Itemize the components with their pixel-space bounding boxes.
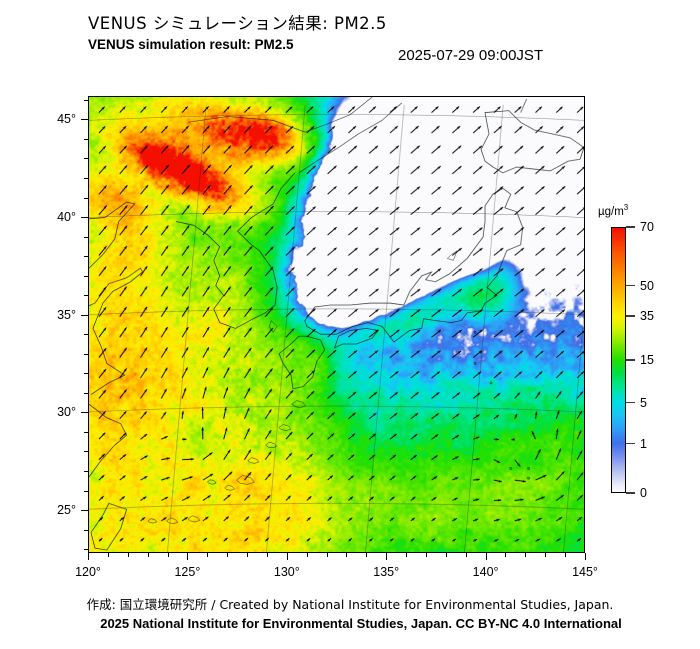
x-axis-major-tick	[286, 553, 288, 560]
y-axis-major-tick	[81, 510, 88, 512]
x-axis-minor-tick	[346, 553, 348, 557]
x-axis-minor-tick	[505, 553, 507, 557]
x-axis-major-tick	[386, 553, 388, 560]
colorbar-label-15: 15	[640, 353, 654, 367]
colorbar-tick-5	[626, 401, 635, 404]
x-axis-label-135: 135°	[373, 565, 400, 579]
y-axis-minor-tick	[84, 178, 88, 180]
x-axis-label-145: 145°	[572, 565, 598, 579]
colorbar-gradient	[611, 227, 626, 493]
x-axis-minor-tick	[565, 553, 567, 557]
credit-line-japanese: 作成: 国立環境研究所 / Created by National Instit…	[86, 597, 614, 612]
footer: 作成: 国立環境研究所 / Created by National Instit…	[0, 596, 700, 633]
colorbar-unit-exponent: 3	[623, 203, 629, 212]
y-axis-minor-tick	[84, 158, 88, 160]
x-axis-major-tick	[88, 553, 89, 560]
colorbar-label-0: 0	[640, 486, 647, 500]
colorbar-label-1: 1	[640, 436, 647, 451]
y-axis-minor-tick	[84, 275, 88, 277]
colorbar-tick-50	[626, 284, 635, 287]
colorbar-unit-label: µg/m3	[598, 203, 628, 218]
colorbar-tick-35	[626, 315, 635, 317]
y-axis-minor-tick	[84, 529, 88, 531]
y-axis-minor-tick	[84, 334, 88, 336]
colorbar-unit-base: µg/m	[598, 205, 624, 218]
x-axis-label-120: 120°	[75, 565, 101, 579]
colorbar-label-70: 70	[640, 220, 654, 234]
x-axis-minor-tick	[366, 553, 368, 557]
x-axis-minor-tick	[425, 553, 427, 557]
title-block: VENUS シミュレーション結果: PM2.5 VENUS simulation…	[88, 14, 588, 54]
x-axis-label-140: 140°	[472, 565, 499, 579]
y-axis-label-30: 30°	[57, 405, 76, 420]
x-axis-minor-tick	[266, 553, 268, 557]
y-axis-minor-tick	[84, 295, 88, 297]
y-axis-label-35: 35°	[57, 307, 76, 322]
x-axis-minor-tick	[207, 553, 209, 557]
y-axis-minor-tick	[84, 451, 88, 453]
x-axis-minor-tick	[465, 553, 467, 557]
x-axis-minor-tick	[227, 553, 229, 557]
y-axis-minor-tick	[84, 353, 88, 355]
page-title-japanese: VENUS シミュレーション結果: PM2.5	[88, 14, 387, 33]
x-axis-minor-tick	[525, 553, 527, 557]
map-plot-area[interactable]	[88, 96, 585, 553]
x-axis-minor-tick	[545, 553, 547, 557]
colorbar-tick-0	[626, 492, 635, 494]
y-axis-major-tick	[81, 119, 88, 121]
y-axis-label-45: 45°	[57, 112, 76, 127]
y-axis-minor-tick	[84, 470, 88, 472]
y-axis-minor-tick	[84, 431, 88, 433]
x-axis-major-tick	[585, 553, 586, 560]
x-axis-label-125: 125°	[174, 565, 201, 579]
x-axis-minor-tick	[127, 553, 129, 557]
y-axis-minor-tick	[84, 138, 88, 140]
y-axis-minor-tick	[84, 256, 88, 258]
x-axis-minor-tick	[445, 553, 447, 557]
x-axis-minor-tick	[326, 553, 328, 557]
page-title-english: VENUS simulation result: PM2.5	[88, 37, 294, 52]
y-axis-major-tick	[81, 314, 88, 316]
wind-vector-overlay	[89, 97, 584, 552]
colorbar-tick-1	[626, 443, 635, 445]
colorbar-label-5: 5	[640, 395, 647, 410]
y-axis-major-tick	[81, 412, 88, 414]
y-axis-minor-tick	[84, 236, 88, 238]
colorbar-label-50: 50	[640, 278, 654, 293]
y-axis-minor-tick	[84, 373, 88, 375]
y-axis-minor-tick	[84, 490, 88, 492]
timestamp-label: 2025-07-29 09:00JST	[398, 47, 544, 64]
x-axis-minor-tick	[306, 553, 308, 557]
y-axis-minor-tick	[84, 392, 88, 394]
y-axis-major-tick	[81, 217, 88, 219]
colorbar[interactable]	[611, 227, 626, 493]
x-axis-minor-tick	[247, 553, 249, 557]
x-axis-minor-tick	[147, 553, 149, 557]
x-axis-label-130: 130°	[273, 565, 300, 579]
x-axis-minor-tick	[406, 553, 408, 557]
colorbar-tick-70	[626, 226, 635, 228]
x-axis-minor-tick	[107, 553, 109, 557]
y-axis-label-40: 40°	[57, 210, 76, 225]
y-axis-label-25: 25°	[57, 503, 76, 518]
y-axis-minor-tick	[84, 197, 88, 199]
colorbar-label-35: 35	[640, 309, 654, 324]
x-axis-major-tick	[187, 553, 189, 560]
y-axis-minor-tick	[84, 549, 88, 551]
x-axis-major-tick	[485, 553, 487, 560]
y-axis-minor-tick	[84, 99, 88, 101]
colorbar-tick-15	[626, 359, 635, 361]
license-line: 2025 National Institute for Environmenta…	[100, 616, 622, 631]
x-axis-minor-tick	[167, 553, 169, 557]
